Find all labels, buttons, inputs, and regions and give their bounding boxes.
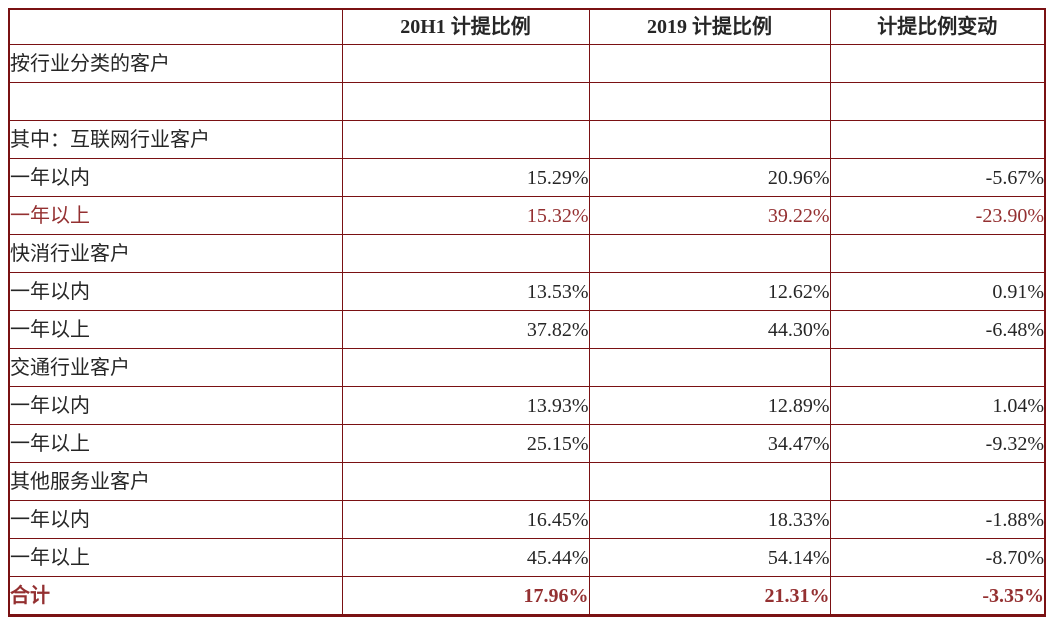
cell-ratio-change: -5.67%: [829, 158, 1046, 197]
cell-2019-ratio: [588, 348, 831, 387]
cell-ratio-change: -1.88%: [829, 500, 1046, 539]
row-label: 快消行业客户: [8, 234, 343, 273]
cell-20h1-ratio: [341, 348, 590, 387]
cell-2019-ratio: 54.14%: [588, 538, 831, 577]
row-empty: [8, 82, 1046, 121]
col-header-provision-ratio-change: 计提比例变动: [829, 8, 1046, 45]
cell-2019-ratio: 21.31%: [588, 576, 831, 616]
cell-20h1-ratio: [341, 234, 590, 273]
row-label: 一年以上: [8, 424, 343, 463]
row-label: 一年以内: [8, 500, 343, 539]
cell-2019-ratio: 12.62%: [588, 272, 831, 311]
row-internet-over-1y: 一年以上 15.32% 39.22% -23.90%: [8, 196, 1046, 235]
col-header-empty: [8, 8, 343, 45]
cell-20h1-ratio: 17.96%: [341, 576, 590, 616]
row-fmcg-within-1y: 一年以内 13.53% 12.62% 0.91%: [8, 272, 1046, 311]
row-label: 一年以上: [8, 538, 343, 577]
cell-ratio-change: [829, 348, 1046, 387]
cell-ratio-change: 1.04%: [829, 386, 1046, 425]
row-internet-within-1y: 一年以内 15.29% 20.96% -5.67%: [8, 158, 1046, 197]
cell-20h1-ratio: [341, 120, 590, 159]
row-other-services-customers-header: 其他服务业客户: [8, 462, 1046, 501]
row-internet-customers-header: 其中：互联网行业客户: [8, 120, 1046, 159]
cell-20h1-ratio: [341, 462, 590, 501]
cell-2019-ratio: 39.22%: [588, 196, 831, 235]
cell-2019-ratio: 18.33%: [588, 500, 831, 539]
cell-2019-ratio: 20.96%: [588, 158, 831, 197]
cell-20h1-ratio: 15.29%: [341, 158, 590, 197]
cell-2019-ratio: [588, 462, 831, 501]
cell-ratio-change: [829, 82, 1046, 121]
cell-20h1-ratio: [341, 44, 590, 83]
row-label: 合计: [8, 576, 343, 616]
cell-ratio-change: -6.48%: [829, 310, 1046, 349]
header-row: 20H1 计提比例 2019 计提比例 计提比例变动: [8, 8, 1046, 45]
row-fmcg-customers-header: 快消行业客户: [8, 234, 1046, 273]
cell-20h1-ratio: 45.44%: [341, 538, 590, 577]
cell-ratio-change: [829, 44, 1046, 83]
row-label: 其他服务业客户: [8, 462, 343, 501]
cell-2019-ratio: [588, 120, 831, 159]
row-label: 一年以上: [8, 310, 343, 349]
row-other-over-1y: 一年以上 45.44% 54.14% -8.70%: [8, 538, 1046, 577]
row-label: 一年以内: [8, 386, 343, 425]
row-label: 按行业分类的客户: [8, 44, 343, 83]
cell-2019-ratio: [588, 82, 831, 121]
cell-20h1-ratio: 16.45%: [341, 500, 590, 539]
row-transport-customers-header: 交通行业客户: [8, 348, 1046, 387]
cell-ratio-change: [829, 120, 1046, 159]
cell-ratio-change: [829, 462, 1046, 501]
row-transport-over-1y: 一年以上 25.15% 34.47% -9.32%: [8, 424, 1046, 463]
cell-ratio-change: -3.35%: [829, 576, 1046, 616]
cell-ratio-change: -9.32%: [829, 424, 1046, 463]
cell-2019-ratio: [588, 44, 831, 83]
row-label: 一年以内: [8, 158, 343, 197]
row-total: 合计 17.96% 21.31% -3.35%: [8, 576, 1046, 616]
cell-ratio-change: [829, 234, 1046, 273]
provision-ratio-table: 20H1 计提比例 2019 计提比例 计提比例变动 按行业分类的客户 其中：互…: [8, 8, 1046, 617]
row-label: 其中：互联网行业客户: [8, 120, 343, 159]
col-header-20h1-provision-ratio: 20H1 计提比例: [341, 8, 590, 45]
cell-2019-ratio: 34.47%: [588, 424, 831, 463]
cell-20h1-ratio: [341, 82, 590, 121]
row-transport-within-1y: 一年以内 13.93% 12.89% 1.04%: [8, 386, 1046, 425]
cell-2019-ratio: 44.30%: [588, 310, 831, 349]
row-label: 交通行业客户: [8, 348, 343, 387]
cell-20h1-ratio: 25.15%: [341, 424, 590, 463]
col-header-2019-provision-ratio: 2019 计提比例: [588, 8, 831, 45]
row-label: 一年以上: [8, 196, 343, 235]
cell-20h1-ratio: 37.82%: [341, 310, 590, 349]
cell-ratio-change: -23.90%: [829, 196, 1046, 235]
row-label: [8, 82, 343, 121]
cell-ratio-change: 0.91%: [829, 272, 1046, 311]
cell-2019-ratio: 12.89%: [588, 386, 831, 425]
cell-20h1-ratio: 15.32%: [341, 196, 590, 235]
row-label: 一年以内: [8, 272, 343, 311]
cell-2019-ratio: [588, 234, 831, 273]
cell-ratio-change: -8.70%: [829, 538, 1046, 577]
row-industry-classified-customers: 按行业分类的客户: [8, 44, 1046, 83]
row-other-within-1y: 一年以内 16.45% 18.33% -1.88%: [8, 500, 1046, 539]
row-fmcg-over-1y: 一年以上 37.82% 44.30% -6.48%: [8, 310, 1046, 349]
cell-20h1-ratio: 13.53%: [341, 272, 590, 311]
cell-20h1-ratio: 13.93%: [341, 386, 590, 425]
